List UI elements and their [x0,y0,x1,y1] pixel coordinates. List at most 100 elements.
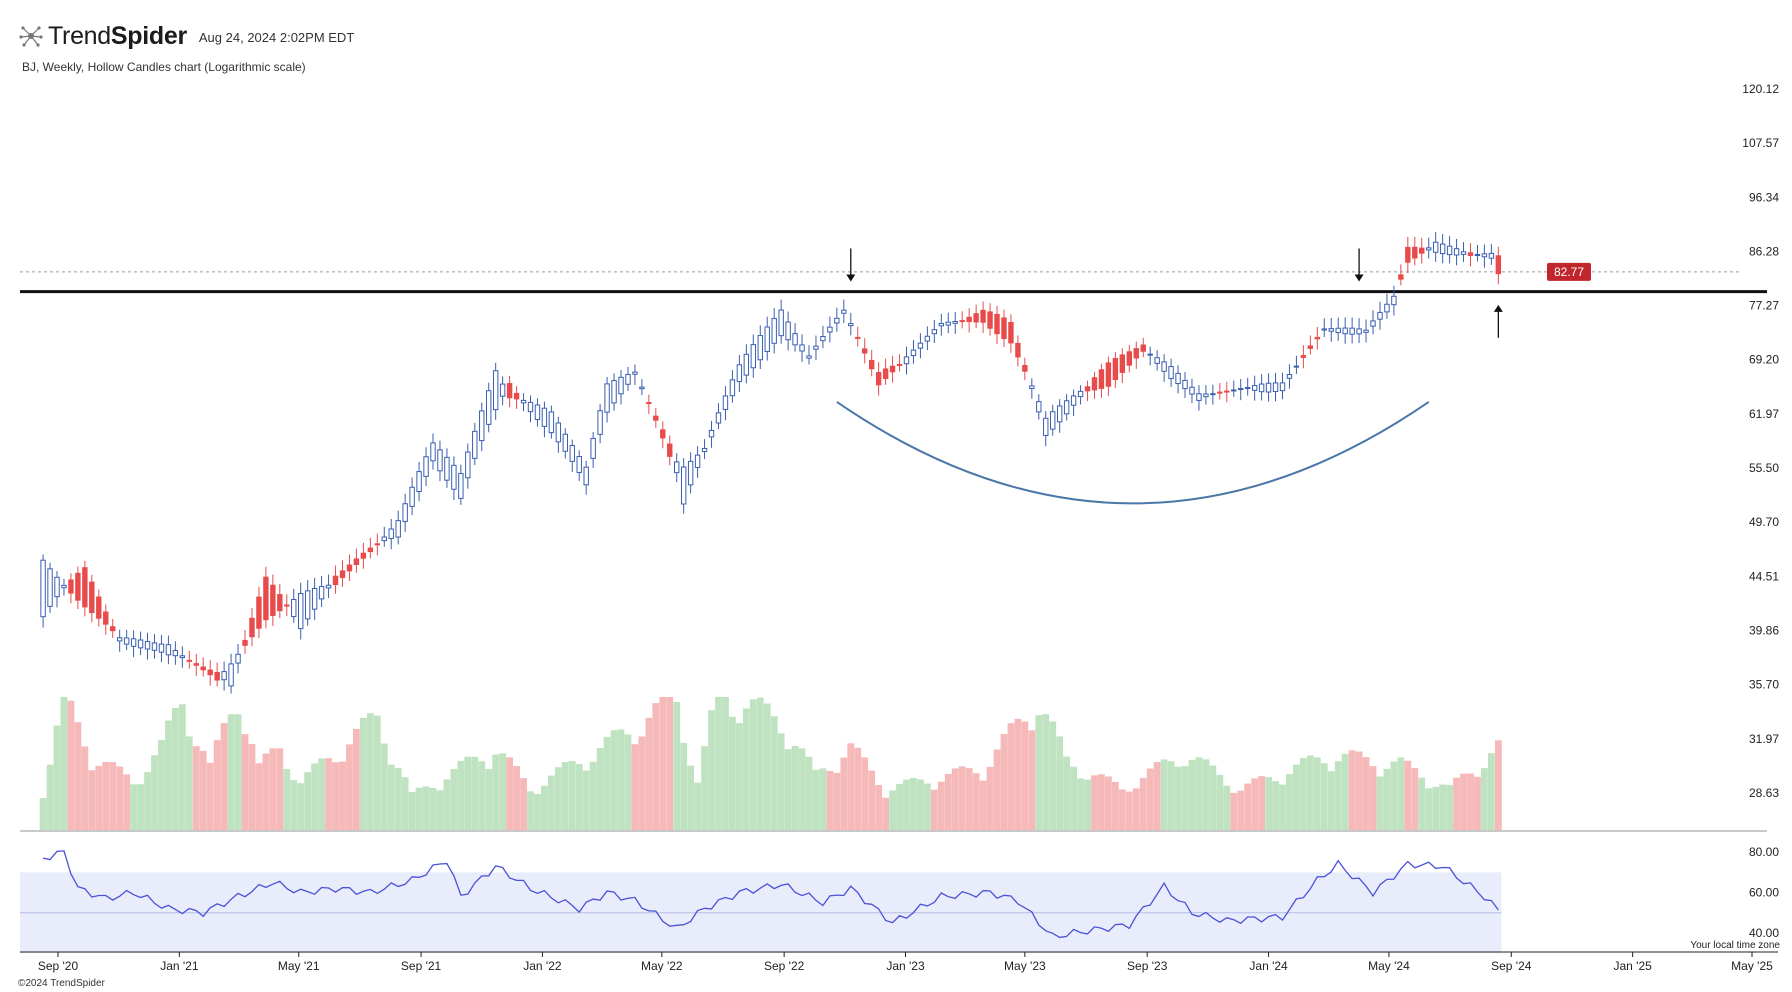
volume-bar [979,780,987,830]
candle-up [750,344,757,369]
candle-up [527,401,534,413]
volume-bar [1014,718,1022,830]
candle-up [1328,328,1334,332]
candle-up [304,590,311,620]
candle-up [590,437,596,459]
rsi-axis-tick: 80.00 [1749,845,1779,859]
candle-up [1363,329,1369,333]
volume-bar [192,746,200,830]
volume-bar [777,733,785,830]
volume-bar [833,772,841,830]
volume-bar [1070,766,1078,830]
candle-up [1349,327,1355,335]
volume-bar [46,764,54,830]
candle-up [1189,386,1195,395]
volume-bar [1216,774,1224,830]
volume-bar [165,720,172,830]
price-axis-tick: 44.51 [1749,569,1779,583]
candle-up [1043,417,1049,436]
candle-down [1314,336,1321,340]
time-axis-tick: May '22 [641,959,683,973]
candle-up [841,309,847,314]
volume-bar [506,757,514,830]
volume-bar [659,697,667,830]
candle-down [346,564,353,572]
volume-bar [798,748,806,830]
price-axis-tick: 107.57 [1742,136,1779,150]
candle-up [729,379,736,397]
volume-bar [652,703,660,830]
volume-bar [137,784,144,830]
candle-up [1244,387,1251,390]
candle-up [722,395,729,410]
brand-logo: TrendSpider [48,22,187,51]
volume-bar [471,756,479,830]
candle-up [1286,374,1293,379]
candle-up [158,643,165,653]
volume-bar [443,779,451,830]
volume-bar [729,716,736,830]
volume-bar [861,757,869,830]
volume-bar [1195,757,1203,830]
candle-down [374,543,381,546]
candle-up [130,638,137,647]
volume-bar [708,710,715,830]
volume-bar [1481,768,1488,830]
volume-bar [1223,785,1231,830]
candle-up [520,399,527,404]
volume-bar [234,714,242,830]
volume-bar [359,717,367,830]
candle-up [1265,382,1272,393]
candle-up [604,383,610,413]
volume-bar [429,787,437,830]
rsi-axis-tick: 40.00 [1749,926,1779,940]
candle-up [834,317,840,324]
volume-bar [346,744,353,830]
candle-up [1272,382,1279,393]
candle-up [61,584,67,589]
candle-up [165,644,172,656]
candle-up [381,536,387,542]
candle-down [360,552,367,559]
volume-bar [220,723,228,830]
candle-down [966,316,972,323]
candle-up [228,663,234,687]
candle-down [882,368,889,380]
candle-up [1321,328,1327,331]
volume-bar [1306,755,1314,830]
volume-bar [1494,740,1502,830]
volume-bar [749,699,757,830]
time-axis-tick: May '21 [278,959,320,973]
candle-up [827,326,833,333]
candle-up [1460,251,1467,255]
volume-bar [422,786,430,830]
candle-down [249,617,255,638]
volume-bar [1188,759,1196,830]
arrow-up-icon [1493,304,1503,312]
candle-up [492,370,499,411]
candle-up [402,503,408,522]
candle-down [367,547,374,553]
candle-up [395,520,401,538]
volume-bar [972,773,980,830]
volume-bar [408,791,416,830]
volume-bar [1028,730,1036,830]
candle-down [1224,390,1230,393]
volume-bar [958,766,966,830]
candle-up [221,671,227,681]
candle-down [284,604,290,607]
candle-up [813,345,819,350]
volume-bar [534,794,541,830]
volume-bar [889,790,896,830]
candle-up [569,444,575,462]
candle-up [1432,241,1439,253]
volume-bar [339,761,346,830]
rsi-line [42,850,1499,939]
volume-bar [610,730,618,830]
candle-down [103,611,109,625]
volume-bar [1139,777,1147,830]
candle-up [388,528,394,539]
candle-down [1119,354,1126,373]
volume-bar [937,781,945,830]
